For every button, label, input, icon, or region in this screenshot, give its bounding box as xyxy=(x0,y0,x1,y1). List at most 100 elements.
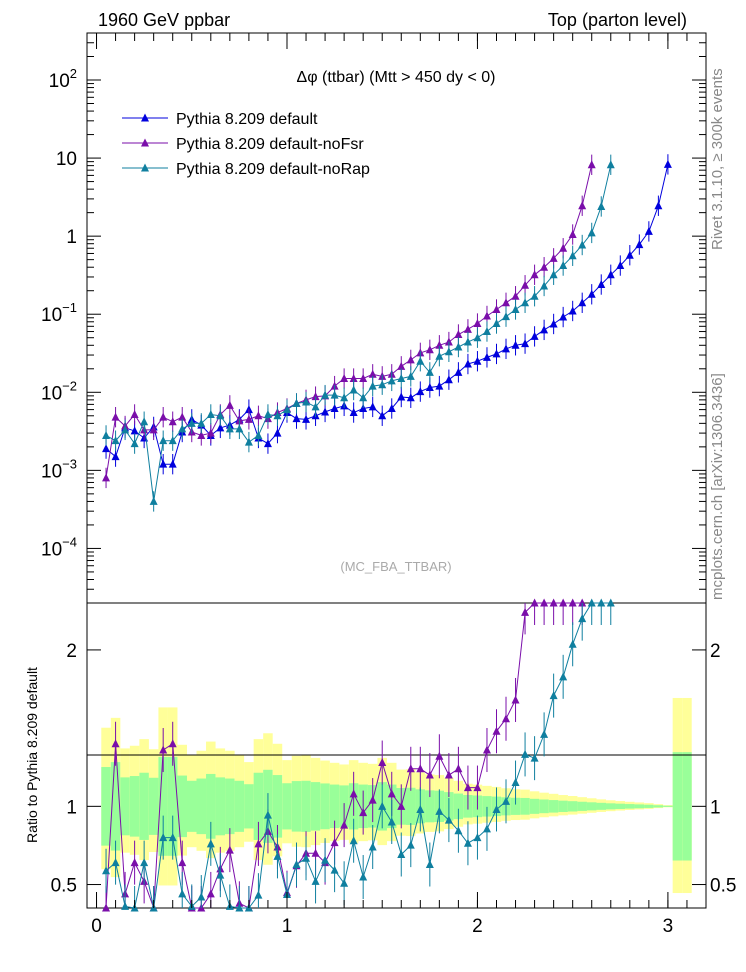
ratio-point xyxy=(606,598,615,607)
data-point xyxy=(102,430,111,439)
data-point xyxy=(149,425,158,434)
ratio-point xyxy=(406,764,415,773)
legend-label: Pythia 8.209 default xyxy=(176,111,318,128)
ratio-point xyxy=(568,598,577,607)
data-point xyxy=(425,345,434,354)
x-axis: 0 1 2 3 xyxy=(91,33,688,937)
data-point xyxy=(644,226,653,235)
ratio-ylabel: Ratio to Pythia 8.209 default xyxy=(24,667,40,843)
ratio-band-inner xyxy=(586,802,597,811)
ratio-point xyxy=(254,890,263,899)
ratio-point xyxy=(368,842,377,851)
data-point xyxy=(549,253,558,262)
ratio-y-tick-label-right: 1 xyxy=(710,797,721,818)
ratio-band-inner xyxy=(329,784,340,829)
ratio-band-inner xyxy=(606,803,616,810)
data-point xyxy=(559,243,568,252)
main-title: Δφ (ttbar) (Mtt > 450 dy < 0) xyxy=(297,69,496,86)
main-panel: 10−4 10−3 10−2 10−1 1 10 102 Δφ (ttbar) (Mtt >… xyxy=(41,32,707,604)
ratio-point xyxy=(578,614,587,623)
data-point xyxy=(473,356,482,365)
ratio-band-inner xyxy=(158,756,168,856)
data-point xyxy=(654,201,663,210)
data-point xyxy=(473,319,482,328)
ratio-band-inner xyxy=(215,777,226,836)
data-point xyxy=(159,436,168,445)
ratio-point xyxy=(578,598,587,607)
data-point xyxy=(121,425,130,434)
data-point xyxy=(482,352,491,361)
ratio-point xyxy=(273,851,282,860)
x-tick-label: 1 xyxy=(282,916,293,937)
ratio-band-inner xyxy=(186,780,197,832)
ratio-y-tick-label: 0.5 xyxy=(51,876,77,897)
data-point xyxy=(597,280,606,289)
ratio-point xyxy=(140,858,149,867)
ratio-band-inner xyxy=(272,775,283,838)
ratio-point xyxy=(435,806,444,815)
data-point xyxy=(406,371,415,380)
ratio-point xyxy=(168,739,177,748)
ratio-point xyxy=(387,789,396,798)
data-point xyxy=(435,340,444,349)
ratio-band-inner xyxy=(615,803,626,809)
ratio-point xyxy=(397,850,406,859)
data-point xyxy=(130,426,139,435)
data-point xyxy=(606,160,615,169)
data-point xyxy=(502,312,511,321)
ratio-band-inner xyxy=(129,776,140,837)
data-point xyxy=(568,251,577,260)
data-point xyxy=(340,393,349,402)
ratio-point xyxy=(102,903,111,912)
data-point xyxy=(111,436,120,445)
data-point xyxy=(502,344,511,353)
data-point xyxy=(663,159,672,168)
data-point xyxy=(425,383,434,392)
data-point xyxy=(587,160,596,169)
ratio-band-inner xyxy=(596,802,607,810)
data-point xyxy=(216,423,225,432)
data-point xyxy=(168,459,177,468)
data-point xyxy=(378,411,387,420)
x-tick-label: 3 xyxy=(663,916,674,937)
data-point xyxy=(473,333,482,342)
data-point xyxy=(521,339,530,348)
data-point xyxy=(416,387,425,396)
ratio-point xyxy=(378,801,387,810)
ratio-band-inner xyxy=(253,772,264,840)
data-point xyxy=(178,424,187,433)
header-left: 1960 GeV ppbar xyxy=(98,10,230,30)
ratio-point xyxy=(492,726,501,735)
ratio-y-tick-label-right: 0.5 xyxy=(710,876,736,897)
ratio-point xyxy=(473,783,482,792)
ratio-band-inner xyxy=(101,767,111,846)
data-point xyxy=(416,356,425,365)
ratio-point xyxy=(159,745,168,754)
ratio-point xyxy=(206,839,215,848)
ratio-band-inner xyxy=(282,783,292,830)
ratio-point xyxy=(330,865,339,874)
ratio-point xyxy=(473,833,482,842)
data-point xyxy=(511,340,520,349)
legend-label: Pythia 8.209 default-noRap xyxy=(176,161,370,178)
data-point xyxy=(330,390,339,399)
ratio-point xyxy=(530,598,539,607)
ratio-bands xyxy=(101,697,692,894)
data-point xyxy=(130,439,139,448)
data-point xyxy=(368,369,377,378)
data-point xyxy=(406,355,415,364)
data-point xyxy=(349,374,358,383)
main-y-tick-label: 10 xyxy=(56,149,77,170)
ratio-point xyxy=(340,878,349,887)
ratio-point xyxy=(216,870,225,879)
ratio-band-inner xyxy=(148,777,159,835)
data-point xyxy=(568,306,577,315)
data-point xyxy=(559,261,568,270)
ratio-point xyxy=(111,739,120,748)
ratio-point xyxy=(435,751,444,760)
data-point xyxy=(578,298,587,307)
ratio-point xyxy=(292,860,301,869)
data-point xyxy=(397,392,406,401)
ratio-band-inner xyxy=(634,804,645,809)
